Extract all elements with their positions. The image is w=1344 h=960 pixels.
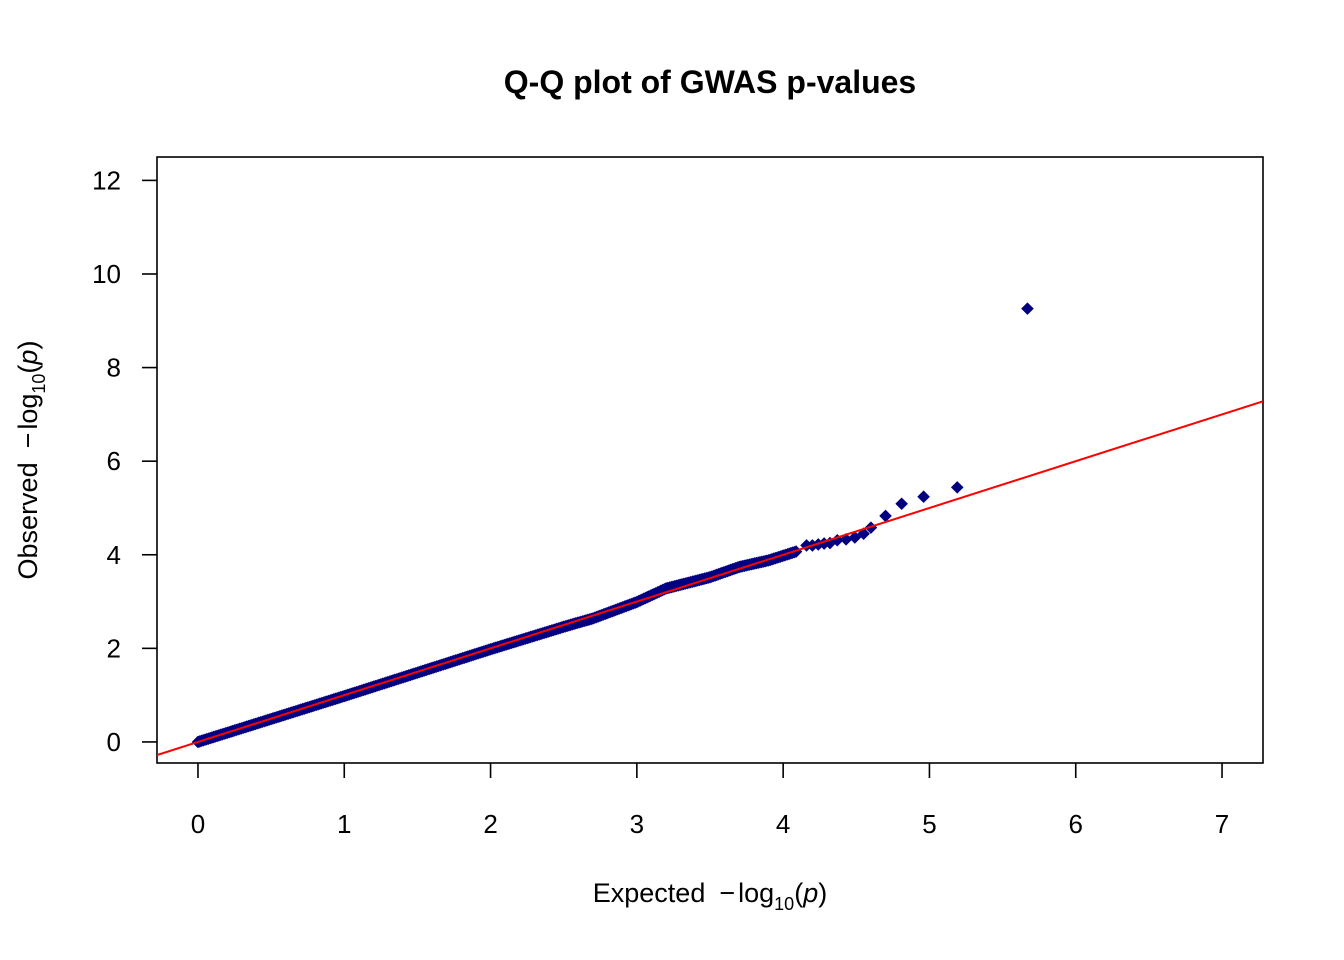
x-tick-label: 1 [337,809,351,839]
y-tick-label: 12 [92,165,121,195]
data-point [839,533,853,546]
x-axis-label-log: log [738,878,774,908]
y-tick-label: 8 [107,353,121,383]
x-tick-label: 3 [630,809,644,839]
chart-title: Q-Q plot of GWAS p-values [504,64,916,100]
x-tick-label: 2 [483,809,497,839]
x-axis-label-prefix: Expected [593,878,706,908]
y-axis-label-prefix: Observed [13,462,43,579]
x-tick-label: 0 [191,809,205,839]
plot-frame [156,156,1264,764]
data-point [917,490,930,504]
y-axis-label-base: 10 [29,374,49,394]
x-axis-label-base: 10 [774,894,794,914]
y-tick-label: 0 [107,727,121,757]
data-points [191,302,1034,749]
data-point [895,497,908,511]
y-axis: 0 2 4 6 8 10 12 [92,165,157,757]
x-axis-label-minus: − [719,878,735,908]
y-tick-label: 10 [92,259,121,289]
x-tick-label: 5 [922,809,936,839]
data-point [950,481,964,494]
x-axis-label-var: p [802,878,818,908]
x-tick-label: 7 [1215,809,1229,839]
y-axis-label-log: log [13,394,43,430]
data-point [879,509,892,523]
reference-line [157,400,1263,756]
x-axis-label: Expected − log10(p) [593,878,827,914]
x-axis: 0 1 2 3 4 5 6 7 [191,763,1229,839]
data-point [1021,302,1034,315]
x-tick-label: 6 [1069,809,1083,839]
y-axis-label-var: p [13,350,43,366]
y-tick-label: 2 [107,633,121,663]
y-tick-label: 4 [107,540,121,570]
y-axis-label: Observed−log10(p) [13,341,49,580]
y-axis-label-minus: − [13,433,43,449]
y-tick-label: 6 [107,446,121,476]
x-tick-label: 4 [776,809,790,839]
